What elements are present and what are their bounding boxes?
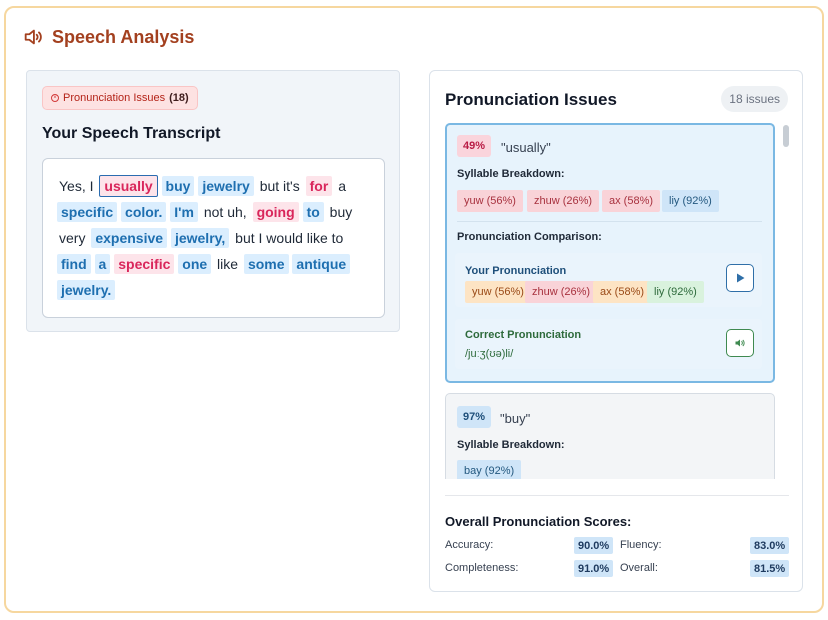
transcript-text-segment: buy: [329, 204, 353, 220]
transcript-word-issue[interactable]: specific: [114, 254, 175, 274]
transcript-word-good[interactable]: jewelry.: [57, 280, 116, 300]
issue-card-buy[interactable]: 97% "buy" Syllable Breakdown: bay (92%): [445, 393, 775, 479]
issues-scroll-list[interactable]: 49% "usually" Syllable Breakdown: yuw (5…: [445, 123, 789, 479]
issue-word: "buy": [500, 411, 531, 426]
card-divider: [457, 221, 762, 222]
your-pronunciation-label: Your Pronunciation: [465, 265, 567, 277]
scores-title: Overall Pronunciation Scores:: [445, 514, 632, 529]
fluency-value: 83.0%: [750, 537, 790, 554]
overall-label: Overall:: [620, 562, 658, 574]
syllable-chip: bay (92%): [457, 460, 522, 479]
transcript-panel: × Pronunciation Issues (18) Your Speech …: [26, 70, 400, 332]
transcript-box: Yes, I usually buy jewelry but it's for …: [42, 158, 385, 318]
transcript-text: Yes, I usually buy jewelry but it's for …: [57, 173, 370, 303]
correct-pronunciation-label: Correct Pronunciation: [465, 329, 582, 341]
comparison-label: Pronunciation Comparison:: [457, 231, 602, 243]
scrollbar-thumb[interactable]: [783, 125, 789, 147]
speaker-icon: [735, 339, 745, 347]
transcript-word-good[interactable]: a: [94, 254, 111, 274]
accuracy-label: Accuracy:: [445, 539, 494, 551]
transcript-word-good[interactable]: color.: [121, 202, 167, 222]
issue-word: "usually": [501, 140, 551, 155]
syllable-breakdown-label: Syllable Breakdown:: [457, 168, 565, 180]
scrollbar[interactable]: [783, 123, 789, 479]
transcript-word-good[interactable]: to: [302, 202, 324, 222]
play-icon: [737, 273, 745, 283]
play-correct-audio-button[interactable]: [726, 329, 754, 357]
transcript-word-good[interactable]: antique: [292, 254, 351, 274]
completeness-label: Completeness:: [445, 562, 519, 574]
syllable-chip: liy (92%): [647, 281, 704, 303]
syllable-chip: liy (92%): [662, 190, 719, 212]
issues-panel-title: Pronunciation Issues: [445, 90, 617, 109]
transcript-text-segment: but it's: [259, 178, 300, 194]
fluency-label: Fluency:: [620, 539, 662, 551]
transcript-word-good[interactable]: some: [243, 254, 289, 274]
transcript-word-issue[interactable]: usually: [99, 175, 158, 197]
syllable-chip: yuw (56%): [465, 281, 531, 303]
transcript-word-good[interactable]: find: [57, 254, 91, 274]
play-recording-button[interactable]: [726, 264, 754, 292]
syllable-chip: ax (58%): [602, 190, 661, 212]
transcript-word-issue[interactable]: for: [305, 176, 333, 196]
transcript-word-good[interactable]: I'm: [170, 202, 198, 222]
app-header: Speech Analysis: [22, 26, 194, 48]
issues-panel: Pronunciation Issues 18 issues 49% "usua…: [429, 70, 803, 592]
transcript-text-segment: but I would like to: [235, 230, 344, 246]
syllable-chip: ax (58%): [593, 281, 652, 303]
transcript-text-segment: not uh,: [203, 204, 247, 220]
ipa-transcription: /juːʒ(ʊə)li/: [465, 348, 514, 360]
issues-badge-label: Pronunciation Issues: [63, 92, 166, 104]
transcript-word-good[interactable]: buy: [161, 176, 195, 196]
word-score-badge: 49%: [457, 135, 492, 157]
issues-filter-badge[interactable]: × Pronunciation Issues (18): [42, 86, 198, 110]
syllable-chip: yuw (56%): [457, 190, 523, 212]
issues-badge-count: (18): [169, 92, 189, 104]
transcript-text-segment: like: [217, 256, 239, 272]
syllable-chip: zhuw (26%): [527, 190, 600, 212]
correct-pronunciation-box: Correct Pronunciation /juːʒ(ʊə)li/: [455, 319, 762, 369]
transcript-word-good[interactable]: specific: [57, 202, 118, 222]
transcript-text-segment: a: [338, 178, 346, 194]
transcript-word-good[interactable]: one: [178, 254, 212, 274]
your-pronunciation-box: Your Pronunciation yuw (56%) zhuw (26%) …: [455, 253, 762, 307]
issues-count-badge: 18 issues: [721, 86, 788, 112]
transcript-word-good[interactable]: jewelry: [198, 176, 254, 196]
overall-value: 81.5%: [750, 560, 790, 577]
syllable-breakdown-label: Syllable Breakdown:: [457, 439, 565, 451]
transcript-word-good[interactable]: jewelry,: [170, 228, 230, 248]
issue-card-usually[interactable]: 49% "usually" Syllable Breakdown: yuw (5…: [445, 123, 775, 383]
transcript-text-segment: very: [59, 230, 86, 246]
accuracy-value: 90.0%: [574, 537, 614, 554]
speaker-icon: [24, 29, 42, 45]
transcript-title: Your Speech Transcript: [42, 125, 221, 142]
transcript-word-good[interactable]: expensive: [91, 228, 168, 248]
page-title: Speech Analysis: [52, 26, 195, 47]
transcript-text-segment: Yes, I: [59, 178, 94, 194]
syllable-chip: zhuw (26%): [525, 281, 598, 303]
word-score-badge: 97%: [457, 406, 492, 428]
completeness-value: 91.0%: [574, 560, 614, 577]
transcript-word-issue[interactable]: going: [252, 202, 299, 222]
section-divider: [445, 495, 789, 496]
close-circle-icon: ×: [51, 94, 59, 102]
